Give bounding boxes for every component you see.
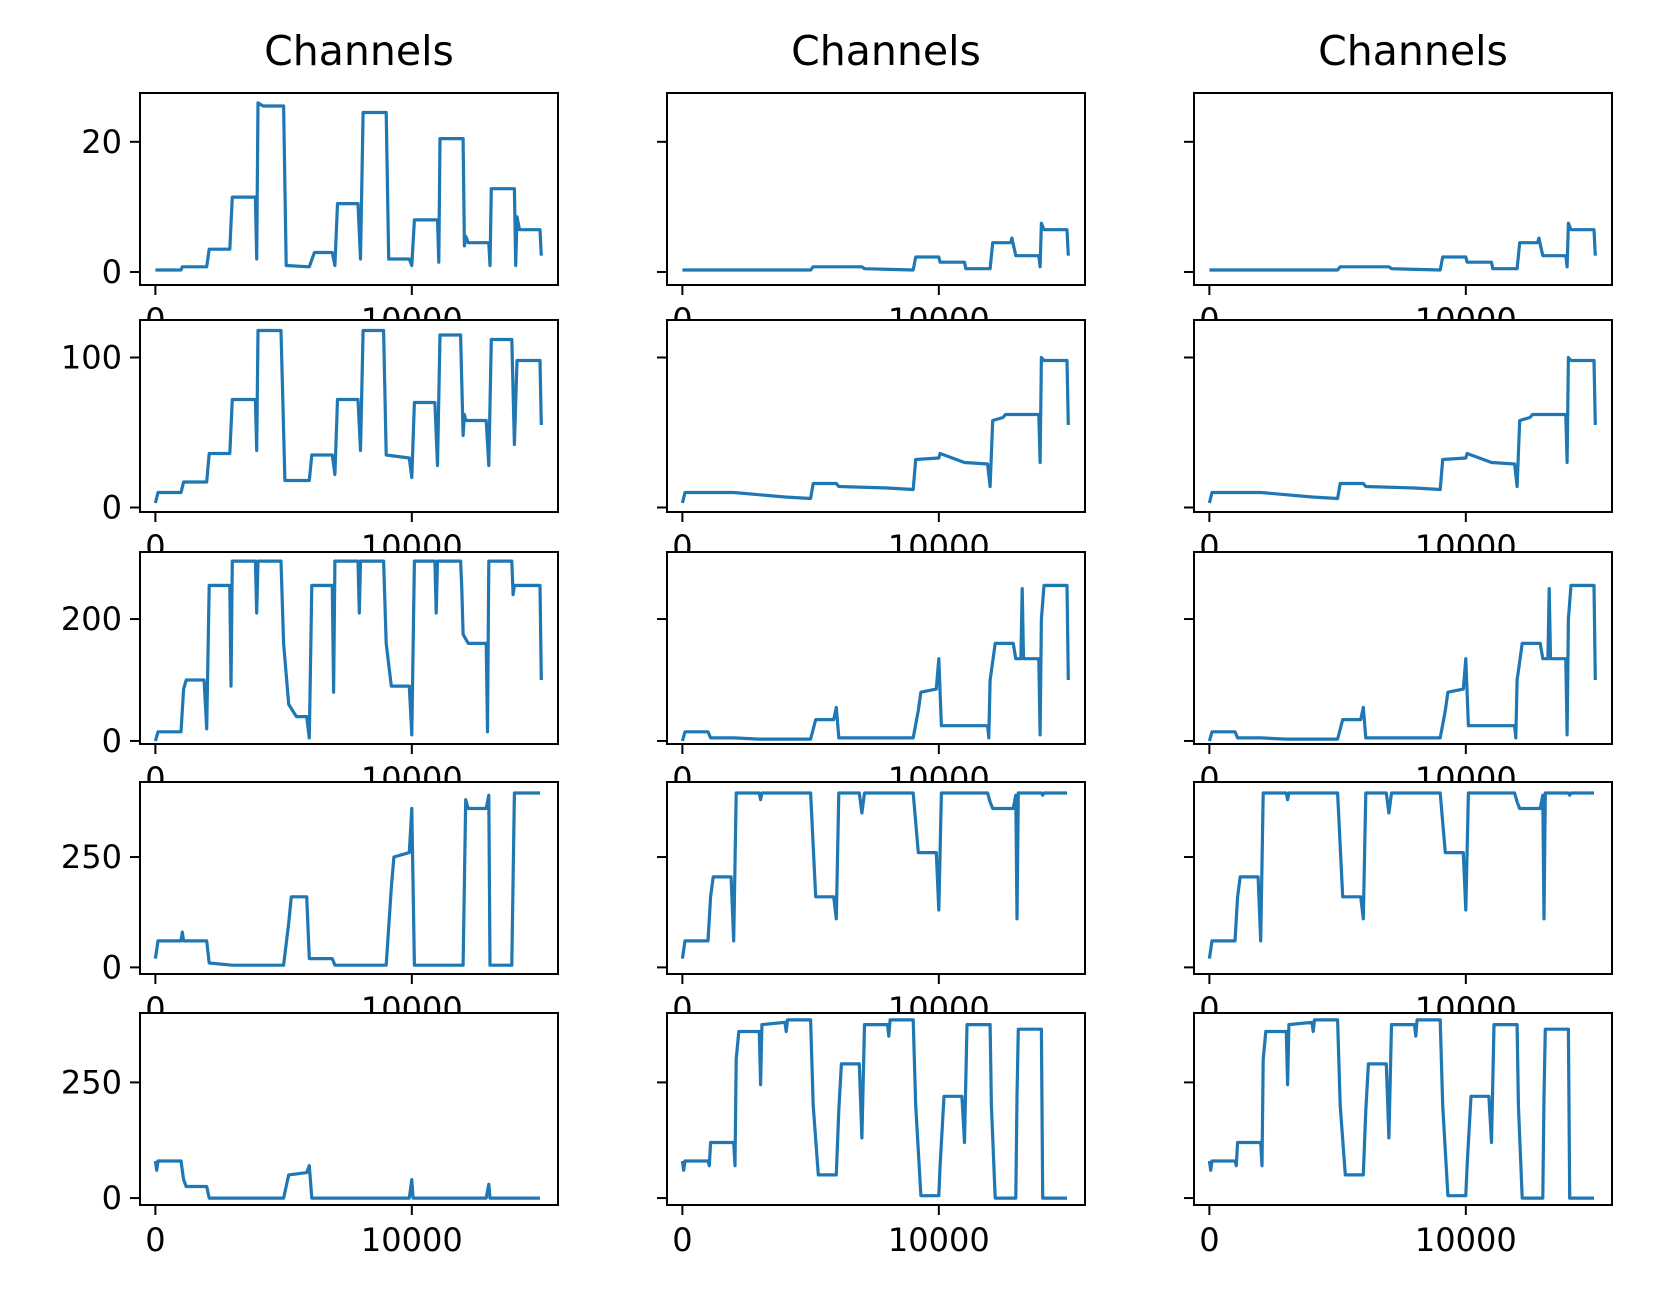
series-line-row3-col3	[1207, 583, 1597, 742]
axes-frame-overlay-row4-col3	[1193, 781, 1613, 975]
series-line-top-row2-col1	[256, 328, 514, 352]
series-line-top-row4-col3	[1261, 791, 1594, 814]
series-line-row2-col1	[153, 328, 543, 504]
y-tick-label: 200	[61, 600, 122, 638]
column-title-2: Channels	[791, 27, 981, 75]
axes-background	[141, 1014, 557, 1044]
axes-frame-overlay-row3-col2	[666, 551, 1086, 745]
axes-background	[141, 783, 557, 813]
x-tick-label: 10000	[361, 1221, 463, 1259]
series-line-row5-col1	[153, 1159, 540, 1200]
axes-background	[1195, 553, 1611, 583]
series-line-row1-col1	[155, 101, 543, 272]
column-title-1: Channels	[264, 27, 454, 75]
axes-background	[1195, 321, 1611, 351]
series-line-row4-col1	[153, 791, 540, 967]
axes-background	[668, 783, 1084, 813]
x-tick-label: 10000	[1415, 1221, 1517, 1259]
axes-frame-overlay-row4-col1	[139, 781, 559, 975]
column-title-3: Channels	[1318, 27, 1508, 75]
x-tick-label: 0	[145, 1221, 165, 1259]
y-tick-label: 0	[102, 722, 122, 760]
series-line-row2-col2	[680, 355, 1070, 504]
axes-background	[668, 553, 1084, 583]
x-tick-label: 0	[1199, 1221, 1219, 1259]
series-line-row4-col3	[1207, 791, 1594, 959]
series-line-top-row2-col3	[1209, 358, 1595, 504]
series-line-top-row3-col3	[1570, 583, 1595, 584]
x-tick-label: 0	[672, 1221, 692, 1259]
series-line-top-row2-col2	[682, 358, 1068, 504]
axes-frame-overlay-row2-col3	[1193, 319, 1613, 513]
axes-frame-overlay-row2-col2	[666, 319, 1086, 513]
series-line-row3-col1	[153, 559, 543, 742]
axes-frame-row1-col2	[666, 92, 1086, 286]
axes-frame-overlay-row5-col2	[666, 1012, 1086, 1206]
series-line-top-row4-col1	[409, 791, 540, 814]
axes-frame-overlay-row5-col1	[139, 1012, 559, 1206]
y-tick-label: 250	[61, 1063, 122, 1101]
y-tick-label: 100	[61, 339, 122, 377]
y-tick-label: 0	[102, 489, 122, 527]
y-tick-label: 0	[102, 253, 122, 291]
axes-frame-row1-col3	[1193, 92, 1613, 286]
axes-background	[1195, 783, 1611, 813]
series-line-top-row3-col1	[208, 559, 541, 584]
y-tick-label: 0	[102, 1179, 122, 1217]
axes-background	[141, 553, 557, 583]
axes-frame-overlay-row3-col1	[139, 551, 559, 745]
axes-frame-overlay-row5-col3	[1193, 1012, 1613, 1206]
y-tick-label: 0	[102, 948, 122, 986]
series-line-top-row5-col3	[1262, 1018, 1571, 1045]
series-line-top-row4-col2	[734, 791, 1067, 814]
y-tick-label: 20	[81, 123, 122, 161]
series-line-row5-col3	[1207, 1018, 1594, 1200]
series-line-row1-col2	[682, 221, 1070, 272]
series-line-row5-col2	[680, 1018, 1067, 1200]
series-line-row4-col2	[680, 791, 1067, 959]
axes-frame-overlay-row3-col3	[1193, 551, 1613, 745]
series-line-row1-col3	[1209, 221, 1597, 272]
axes-frame-overlay-row2-col1	[139, 319, 559, 513]
series-line-row3-col2	[680, 583, 1070, 742]
series-line-top-row3-col2	[1043, 583, 1068, 584]
series-line-row2-col3	[1207, 355, 1597, 504]
series-line-top-row5-col1	[155, 1161, 540, 1198]
y-tick-label: 250	[61, 838, 122, 876]
axes-background	[668, 321, 1084, 351]
axes-frame-row1-col1	[139, 92, 559, 286]
axes-background	[141, 321, 557, 351]
x-tick-label: 10000	[888, 1221, 990, 1259]
series-line-top-row5-col2	[735, 1018, 1044, 1045]
axes-frame-overlay-row4-col2	[666, 781, 1086, 975]
